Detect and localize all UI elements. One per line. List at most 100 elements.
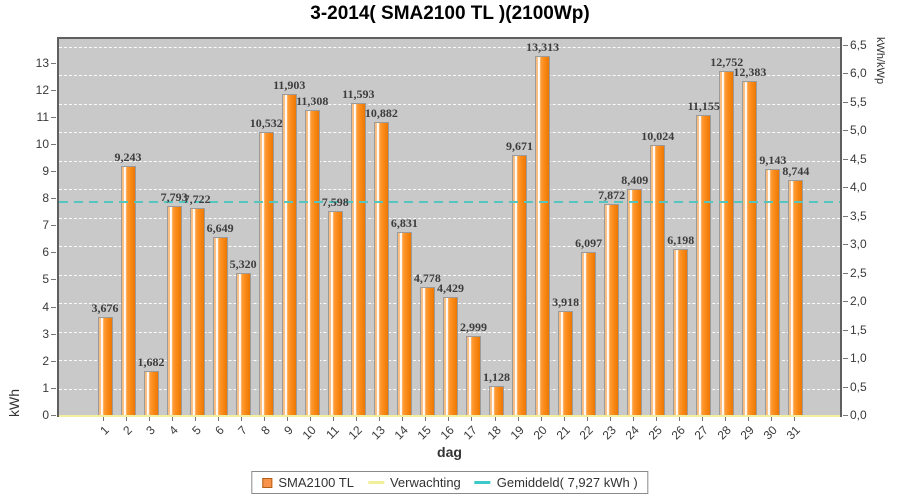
grid-line bbox=[59, 75, 840, 77]
left-tick-mark bbox=[51, 198, 56, 200]
plot-area: 3,676 9,243 1,682 7,793 7,722 6,649 5,320 10,53… bbox=[57, 37, 842, 417]
left-tick-label: 7 bbox=[42, 218, 49, 233]
bar-value-label: 6,649 bbox=[206, 220, 234, 235]
bar-value-label: 2,999 bbox=[459, 319, 487, 334]
bar-value-label: 5,320 bbox=[229, 256, 257, 271]
bar-value-label: 10,532 bbox=[249, 115, 283, 130]
grid-line bbox=[59, 47, 840, 48]
bar-day-28 bbox=[719, 71, 735, 417]
right-tick-label: 4,0 bbox=[850, 180, 867, 195]
right-tick-label: 1,0 bbox=[850, 351, 867, 366]
bar-day-15 bbox=[419, 287, 435, 417]
x-tick-mark bbox=[724, 417, 726, 421]
x-tick-mark bbox=[632, 417, 634, 421]
x-tick-mark bbox=[678, 417, 680, 421]
right-tick-label: 3,0 bbox=[850, 237, 867, 252]
grid-line bbox=[59, 246, 840, 248]
x-tick-mark bbox=[172, 417, 174, 421]
bar-value-label: 10,024 bbox=[641, 129, 675, 144]
bar-value-label: 11,155 bbox=[687, 98, 720, 113]
x-tick-mark bbox=[149, 417, 151, 421]
left-tick-label: 12 bbox=[35, 82, 49, 97]
bar-day-14 bbox=[396, 231, 412, 417]
left-tick-label: 11 bbox=[36, 109, 49, 124]
left-tick-label: 1 bbox=[42, 380, 49, 395]
legend-label-gemiddeld: Gemiddeld( 7,927 kWh ) bbox=[496, 475, 638, 490]
left-tick-label: 9 bbox=[42, 164, 49, 179]
bar-value-label: 7,722 bbox=[183, 191, 211, 206]
bar-value-label: 12,752 bbox=[710, 55, 744, 70]
chart-title: 3-2014( SMA2100 TL )(2100Wp) bbox=[310, 3, 590, 24]
right-tick-mark bbox=[843, 101, 848, 103]
bar-value-label: 4,778 bbox=[413, 271, 441, 286]
right-tick-mark bbox=[843, 215, 848, 217]
bar-value-label: 6,198 bbox=[667, 232, 695, 247]
bar-value-label: 9,243 bbox=[114, 150, 142, 165]
right-tick-mark bbox=[843, 158, 848, 160]
bar-day-30 bbox=[765, 169, 781, 417]
left-tick-mark bbox=[51, 225, 56, 227]
right-tick-label: 0,0 bbox=[850, 408, 867, 422]
x-tick-mark bbox=[218, 417, 220, 421]
grid-line bbox=[59, 217, 840, 219]
right-tick-label: 3,5 bbox=[850, 208, 867, 223]
x-tick-mark bbox=[747, 417, 749, 421]
bar-value-label: 3,918 bbox=[552, 294, 580, 309]
gemiddeld-average-line bbox=[59, 201, 840, 204]
left-tick-mark bbox=[51, 62, 56, 64]
bar-day-8 bbox=[258, 131, 274, 417]
verwachting-line bbox=[59, 415, 840, 417]
x-tick-mark bbox=[126, 417, 128, 421]
x-tick-mark bbox=[195, 417, 197, 421]
bar-value-label: 11,903 bbox=[273, 78, 306, 93]
right-tick-mark bbox=[843, 130, 848, 132]
x-tick-mark bbox=[609, 417, 611, 421]
x-tick-mark bbox=[402, 417, 404, 421]
legend-item-series: SMA2100 TL bbox=[262, 475, 354, 490]
bar-value-label: 9,671 bbox=[506, 138, 534, 153]
right-tick-label: 6,5 bbox=[850, 38, 867, 52]
grid-line bbox=[59, 274, 840, 276]
x-tick-mark bbox=[448, 417, 450, 421]
bar-day-11 bbox=[327, 211, 343, 417]
grid-line bbox=[59, 189, 840, 191]
left-tick-label: 8 bbox=[42, 191, 49, 206]
x-tick-mark bbox=[310, 417, 312, 421]
verwachting-line-icon bbox=[367, 481, 384, 484]
x-tick-mark bbox=[793, 417, 795, 421]
grid-line bbox=[59, 160, 840, 162]
left-tick-label: 10 bbox=[35, 136, 49, 151]
left-tick-label: 0 bbox=[42, 408, 49, 422]
x-tick-mark bbox=[701, 417, 703, 421]
bar-value-label: 8,409 bbox=[621, 173, 649, 188]
grid-line bbox=[59, 132, 840, 134]
y-axis-title-left: kWh bbox=[6, 389, 22, 417]
left-tick-mark bbox=[51, 279, 56, 281]
left-tick-mark bbox=[51, 415, 56, 416]
left-tick-mark bbox=[51, 360, 56, 362]
bar-value-label: 7,793 bbox=[160, 189, 188, 204]
x-tick-mark bbox=[586, 417, 588, 421]
bar-value-label: 1,128 bbox=[483, 370, 510, 385]
left-tick-mark bbox=[51, 387, 56, 389]
right-tick-mark bbox=[843, 45, 848, 46]
x-tick-mark bbox=[356, 417, 358, 421]
bar-value-label: 7,872 bbox=[598, 187, 626, 202]
x-tick-mark bbox=[333, 417, 335, 421]
bar-value-label: 3,676 bbox=[91, 301, 119, 316]
legend-label-series: SMA2100 TL bbox=[278, 475, 354, 490]
left-tick-label: 4 bbox=[42, 299, 49, 314]
bar-day-4 bbox=[166, 205, 182, 417]
right-tick-mark bbox=[843, 187, 848, 189]
bar-value-label: 13,313 bbox=[526, 40, 560, 55]
x-tick-mark bbox=[563, 417, 565, 421]
left-tick-mark bbox=[51, 116, 56, 118]
right-tick-label: 0,5 bbox=[850, 379, 867, 394]
right-tick-label: 4,5 bbox=[850, 151, 867, 166]
right-tick-label: 6,0 bbox=[850, 66, 867, 81]
x-tick-mark bbox=[241, 417, 243, 421]
legend-item-gemiddeld: Gemiddeld( 7,927 kWh ) bbox=[474, 475, 638, 490]
right-tick-label: 2,0 bbox=[850, 294, 867, 309]
bar-day-12 bbox=[350, 102, 366, 417]
legend: SMA2100 TL Verwachting Gemiddeld( 7,927 … bbox=[251, 471, 649, 494]
